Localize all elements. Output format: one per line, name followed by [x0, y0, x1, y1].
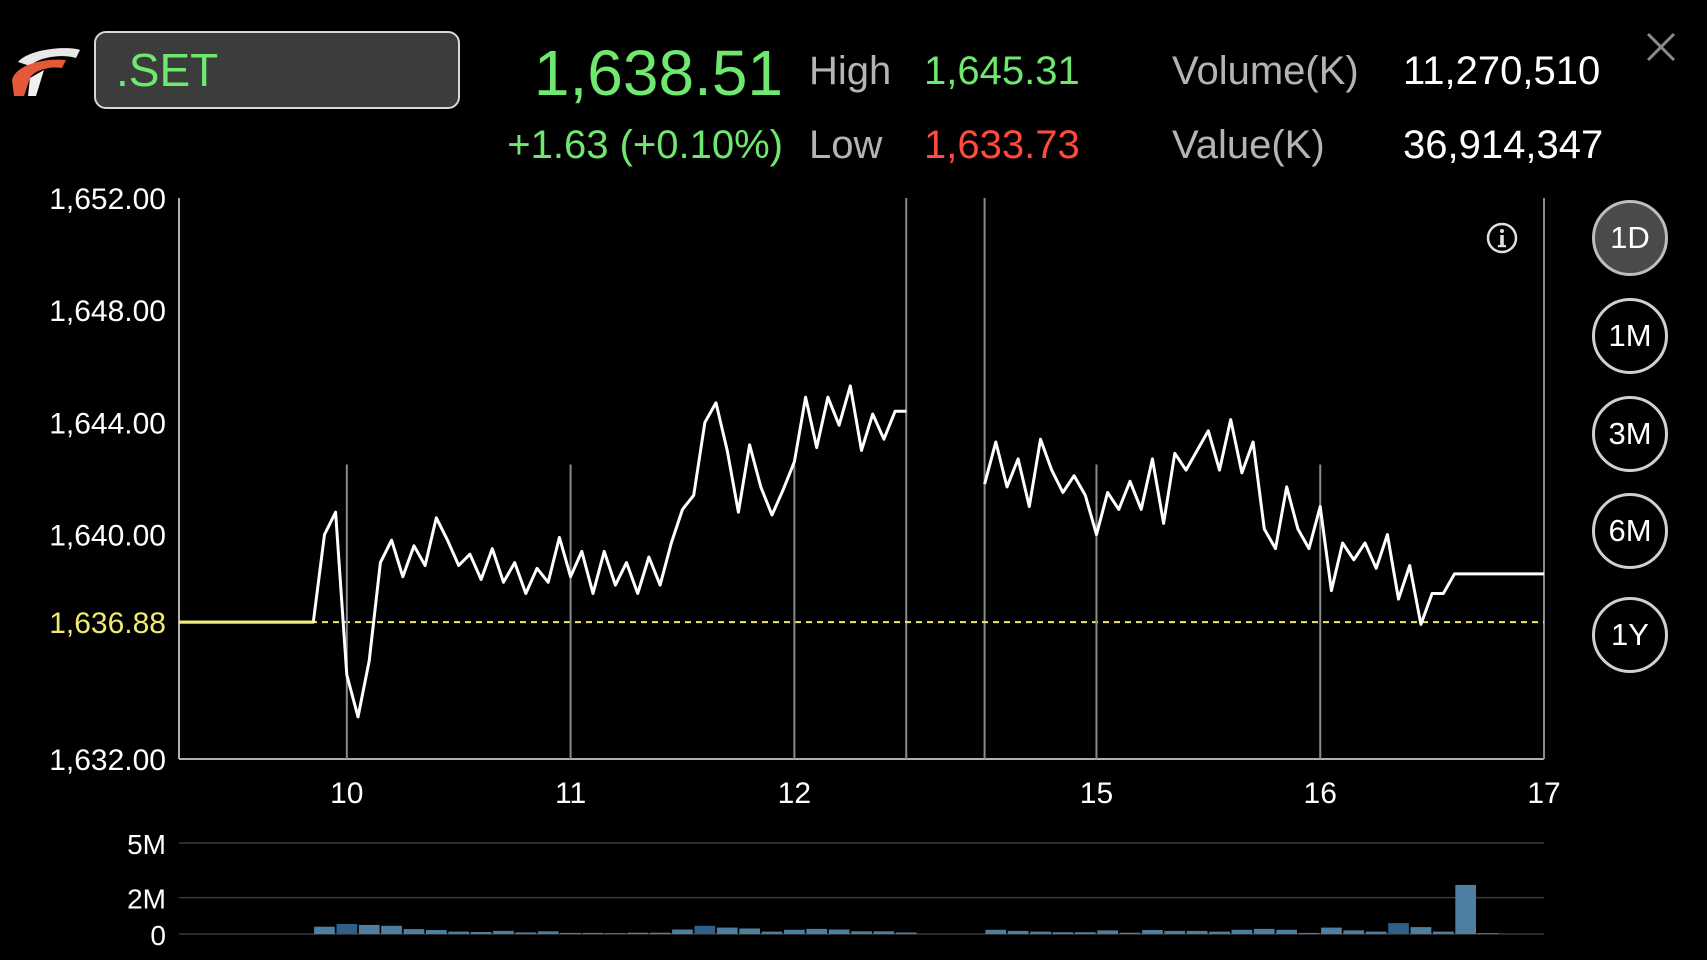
volume-bar [1321, 927, 1342, 934]
volume-bar [694, 925, 716, 934]
price-change: +1.63 (+0.10%) [507, 123, 783, 167]
period-button-1d[interactable]: 1D [1592, 200, 1668, 276]
logo-icon [12, 48, 80, 96]
volume-bar [1477, 933, 1499, 934]
volume-bar [761, 931, 783, 934]
y-tick-label: 1,648.00 [49, 295, 166, 328]
x-tick-label: 17 [1527, 777, 1560, 810]
volume-bar [1074, 932, 1096, 934]
volume-bar [739, 928, 760, 934]
reference-label: 1,636.88 [49, 607, 166, 640]
volume-bar [560, 932, 581, 934]
volume-bar [448, 931, 470, 934]
period-button-1y[interactable]: 1Y [1592, 597, 1668, 673]
value-label: Value(K) [1172, 123, 1325, 167]
volume-bar [381, 925, 402, 934]
volume-bar [426, 930, 447, 934]
high-label: High [809, 49, 892, 93]
volume-bar [716, 927, 738, 934]
info-icon[interactable] [1485, 221, 1519, 255]
volume-bar [403, 929, 425, 934]
period-button-1m[interactable]: 1M [1592, 298, 1668, 374]
high-value: 1,645.31 [924, 49, 1080, 93]
value-value: 36,914,347 [1403, 123, 1604, 167]
volume-bar [1097, 930, 1118, 934]
volume-bar [314, 926, 335, 934]
close-icon[interactable] [1644, 30, 1678, 64]
volume-bar [1231, 929, 1253, 934]
symbol-input[interactable]: .SET [94, 31, 460, 109]
volume-bar [627, 932, 649, 934]
volume-bar [582, 932, 604, 934]
volume-bar [851, 931, 872, 934]
volume-tick-label: 5M [127, 829, 166, 860]
volume-bar [1142, 930, 1163, 934]
volume-bar [537, 931, 559, 934]
volume-bar [1030, 931, 1051, 934]
period-button-3m[interactable]: 3M [1592, 396, 1668, 472]
x-tick-label: 11 [555, 777, 586, 810]
volume-bar [336, 924, 358, 934]
volume-bar [1455, 884, 1476, 934]
volume-bar [1388, 923, 1409, 934]
x-tick-label: 10 [330, 777, 363, 810]
volume-bar [493, 930, 514, 934]
volume-bar [1298, 932, 1320, 934]
volume-tick-label: 2M [127, 884, 166, 915]
volume-bar [873, 931, 895, 934]
volume-bar [1164, 930, 1186, 934]
y-tick-label: 1,652.00 [49, 183, 166, 216]
volume-bar [1119, 932, 1141, 934]
volume-bar [784, 929, 805, 934]
y-tick-label: 1,640.00 [49, 520, 166, 553]
low-label: Low [809, 123, 883, 167]
price-line [179, 384, 907, 719]
y-tick-label: 1,632.00 [49, 744, 166, 777]
volume-bar [1365, 931, 1387, 934]
volume-bar [649, 932, 671, 934]
y-tick-label: 1,644.00 [49, 407, 166, 440]
volume-bar [895, 932, 917, 934]
volume-bar [1186, 930, 1208, 934]
volume-bar [828, 929, 850, 934]
volume-bar [672, 929, 693, 934]
volume-bar [1007, 930, 1029, 934]
period-button-6m[interactable]: 6M [1592, 493, 1668, 569]
x-tick-label: 15 [1080, 777, 1113, 810]
last-price: 1,638.51 [533, 37, 783, 109]
x-tick-label: 16 [1304, 777, 1337, 810]
x-tick-label: 12 [778, 777, 811, 810]
volume-bar [1343, 930, 1365, 934]
volume-bar [806, 928, 828, 934]
volume-bar [515, 932, 537, 934]
volume-label: Volume(K) [1172, 49, 1359, 93]
volume-bar [1276, 929, 1297, 934]
volume-bar [358, 924, 380, 934]
volume-bar [605, 933, 626, 934]
volume-bar [1209, 931, 1230, 934]
volume-value: 11,270,510 [1403, 49, 1601, 93]
volume-bar [1253, 928, 1275, 934]
price-line [983, 418, 1544, 626]
volume-bar [1410, 927, 1432, 934]
volume-bar [470, 932, 492, 934]
volume-bar [1433, 931, 1454, 934]
volume-tick-label: 0 [150, 920, 166, 951]
volume-bar [1052, 932, 1074, 934]
low-value: 1,633.73 [924, 123, 1080, 167]
volume-bar [985, 929, 1007, 934]
